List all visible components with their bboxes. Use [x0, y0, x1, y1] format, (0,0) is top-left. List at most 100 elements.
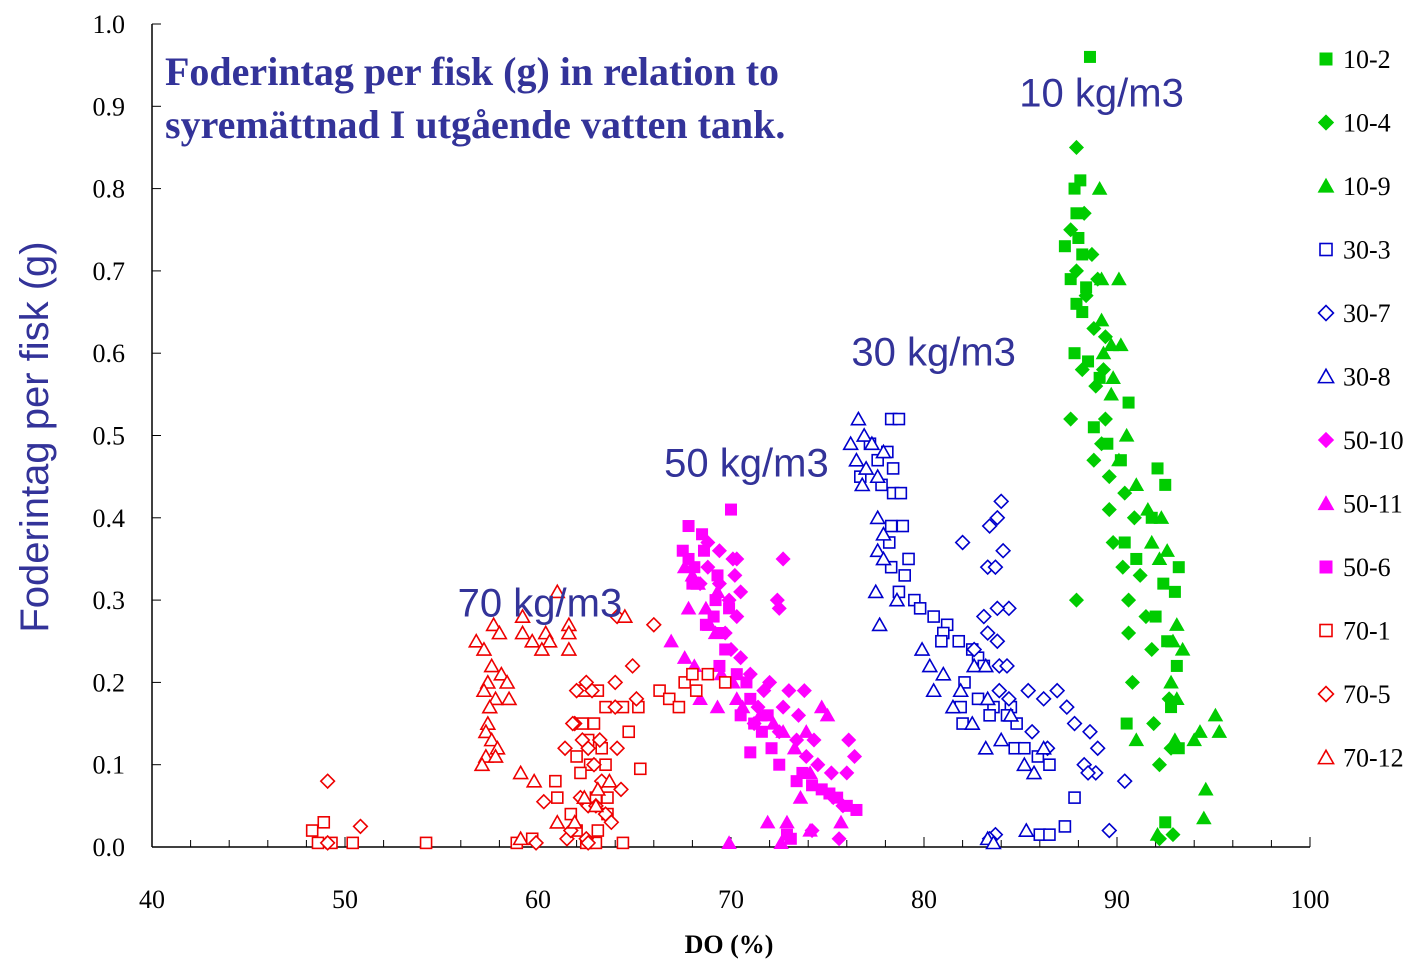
data-point [613, 781, 629, 798]
series-30-3 [854, 412, 1081, 841]
data-point [1168, 585, 1181, 598]
data-point [580, 834, 597, 851]
data-point [1138, 609, 1154, 625]
series-10-9 [1091, 180, 1228, 841]
data-point [601, 791, 614, 804]
data-point [744, 746, 757, 759]
data-point [729, 691, 745, 705]
data-point [548, 814, 566, 829]
data-points [305, 50, 1228, 851]
data-point [733, 584, 749, 600]
legend-item: 50-10 [1317, 426, 1404, 455]
legend-item: 30-7 [1317, 299, 1391, 328]
data-point [1159, 816, 1172, 829]
data-point [1121, 592, 1137, 608]
data-point [319, 834, 336, 851]
data-point [609, 740, 626, 757]
data-point [1068, 139, 1084, 155]
data-point [633, 762, 647, 776]
data-point [1140, 501, 1156, 516]
data-point [775, 724, 791, 738]
data-point [574, 766, 587, 780]
data-point [1128, 477, 1145, 491]
legend-marker [1317, 685, 1335, 703]
data-point [802, 822, 818, 837]
data-point [1121, 625, 1137, 641]
legend-marker [1319, 560, 1333, 574]
data-point [790, 775, 803, 788]
data-point [1149, 827, 1166, 841]
data-point [1089, 740, 1106, 757]
data-point [894, 486, 908, 500]
data-point [1172, 561, 1185, 574]
y-tick-label: 0.1 [93, 751, 126, 780]
data-point [467, 633, 485, 648]
data-point [1074, 362, 1090, 378]
series-30-8 [842, 410, 1052, 850]
data-point [676, 650, 693, 664]
data-point [775, 699, 791, 715]
data-point [773, 835, 789, 849]
data-point [934, 665, 952, 681]
data-point [653, 684, 666, 697]
data-point [944, 698, 962, 714]
data-point [765, 715, 782, 730]
data-point [1174, 641, 1191, 656]
data-point [1000, 690, 1017, 707]
data-point [896, 519, 910, 533]
data-point [733, 650, 749, 666]
data-point [346, 836, 360, 850]
data-point [587, 797, 605, 813]
data-point [992, 731, 1010, 747]
data-point [989, 633, 1006, 650]
data-point [989, 509, 1006, 526]
legend: 10-2 10-4 10-9 30-3 30-7 30-8 50-10 50-11 50-6 70… [1317, 45, 1404, 773]
data-point [1087, 421, 1100, 434]
data-point [541, 633, 558, 648]
data-point [1161, 691, 1177, 707]
data-point [813, 699, 830, 714]
data-point [576, 789, 593, 805]
data-point [1072, 231, 1085, 244]
data-point [1167, 732, 1183, 747]
data-point [475, 641, 493, 656]
data-point [1066, 715, 1083, 732]
data-point [853, 476, 871, 492]
data-point [711, 569, 724, 582]
y-axis-title: Foderintag per fisk (g) [13, 241, 57, 632]
legend-marker [1319, 52, 1333, 66]
data-point [798, 748, 814, 764]
legend-item: 10-2 [1319, 45, 1391, 74]
data-point [819, 707, 836, 722]
data-point [491, 624, 508, 640]
data-point [1095, 362, 1112, 378]
data-point [884, 519, 898, 533]
x-tick-label: 70 [718, 885, 744, 914]
data-point [759, 814, 776, 829]
data-point [1097, 411, 1113, 427]
data-point [798, 724, 815, 738]
data-point [1024, 723, 1041, 740]
y-tick-label: 1.0 [93, 10, 126, 39]
data-point [867, 583, 885, 599]
data-point [761, 709, 774, 722]
data-point [700, 559, 716, 575]
data-point [855, 427, 873, 442]
data-point [1163, 674, 1179, 689]
data-point [831, 791, 844, 804]
data-point [983, 709, 996, 722]
data-point [1207, 707, 1224, 722]
data-point [975, 608, 992, 625]
data-point [1084, 246, 1100, 262]
data-point [1016, 756, 1033, 772]
data-point [1170, 659, 1183, 672]
data-point [473, 756, 491, 772]
data-point [1169, 617, 1185, 631]
data-point [1211, 724, 1228, 738]
annotation-label: 70 kg/m3 [458, 582, 623, 626]
data-point [709, 594, 722, 607]
data-point [1068, 263, 1084, 279]
data-point [730, 668, 743, 681]
data-point [773, 758, 786, 771]
legend-label: 70-1 [1343, 617, 1391, 646]
